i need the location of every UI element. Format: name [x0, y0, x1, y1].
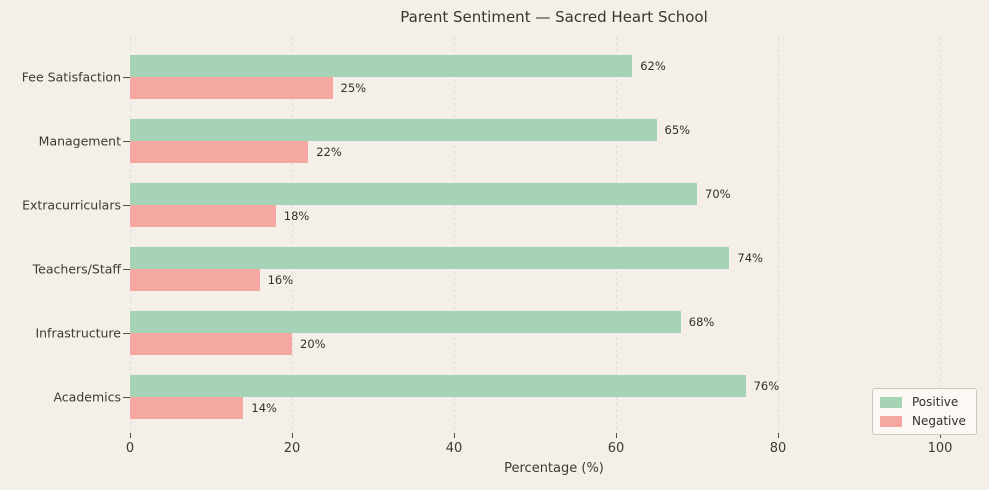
x-axis-label: Percentage (%) [504, 461, 604, 476]
y-tick-5 [123, 396, 130, 398]
plot-area: 62% 25% 65% 22% 70% 18% 74% 16% 68% 20% 76% 14% [130, 37, 978, 433]
bar-negative-2 [130, 204, 276, 227]
x-tick-0 [130, 433, 131, 438]
x-tick-100 [940, 433, 941, 438]
legend-item-positive: Positive [880, 395, 966, 409]
value-label-negative-3: 16% [267, 272, 294, 287]
bar-positive-1 [130, 118, 657, 141]
x-tick-label-60: 60 [607, 441, 625, 456]
y-tick-3 [123, 268, 130, 270]
bar-negative-4 [130, 332, 292, 355]
bar-positive-5 [130, 374, 746, 397]
value-label-negative-1: 22% [316, 144, 342, 159]
chart-title: Parent Sentiment — Sacred Heart School [400, 8, 708, 26]
x-tick-label-100: 100 [927, 441, 953, 456]
gridline-100 [940, 37, 941, 433]
gridline-60 [616, 37, 617, 433]
gridline-80 [778, 37, 779, 433]
y-tick-0 [123, 76, 130, 78]
bar-negative-0 [130, 76, 333, 99]
bar-positive-3 [130, 246, 730, 269]
bar-negative-3 [130, 268, 260, 291]
y-label-3: Teachers/Staff [32, 261, 121, 276]
x-tick-label-20: 20 [283, 441, 301, 456]
y-label-5: Academics [53, 389, 121, 404]
value-label-negative-4: 20% [300, 336, 326, 351]
value-label-negative-5: 14% [251, 400, 277, 415]
gridline-20 [292, 37, 293, 433]
y-tick-2 [123, 204, 130, 206]
legend-swatch-negative-icon [880, 415, 902, 427]
bar-positive-0 [130, 54, 633, 77]
x-tick-20 [292, 433, 293, 438]
y-label-0: Fee Satisfaction [21, 69, 121, 84]
legend: Positive Negative [872, 388, 977, 435]
legend-item-negative: Negative [880, 414, 966, 428]
x-tick-80 [778, 433, 779, 438]
value-label-negative-0: 25% [340, 80, 367, 95]
y-label-2: Extracurriculars [22, 197, 121, 212]
bar-positive-4 [130, 310, 681, 333]
x-tick-60 [616, 433, 617, 438]
y-tick-4 [123, 332, 130, 334]
legend-label-negative: Negative [912, 414, 966, 428]
gridline-0 [130, 37, 131, 433]
value-label-positive-2: 70% [705, 186, 731, 201]
value-label-positive-4: 68% [688, 314, 715, 329]
value-label-negative-2: 18% [283, 208, 310, 223]
y-label-4: Infrastructure [35, 325, 121, 340]
bar-negative-1 [130, 140, 309, 163]
legend-label-positive: Positive [912, 395, 959, 409]
value-label-positive-5: 76% [753, 378, 780, 393]
x-tick-40 [454, 433, 455, 438]
y-tick-1 [123, 140, 130, 142]
legend-swatch-positive-icon [880, 396, 902, 408]
x-tick-label-0: 0 [125, 441, 135, 456]
value-label-positive-3: 74% [737, 250, 763, 265]
value-label-positive-0: 62% [640, 58, 666, 73]
x-tick-label-80: 80 [769, 441, 787, 456]
bar-positive-2 [130, 182, 697, 205]
bar-negative-5 [130, 396, 244, 419]
y-label-1: Management [38, 133, 121, 148]
x-tick-label-40: 40 [445, 441, 463, 456]
value-label-positive-1: 65% [664, 122, 691, 137]
gridline-40 [454, 37, 455, 433]
